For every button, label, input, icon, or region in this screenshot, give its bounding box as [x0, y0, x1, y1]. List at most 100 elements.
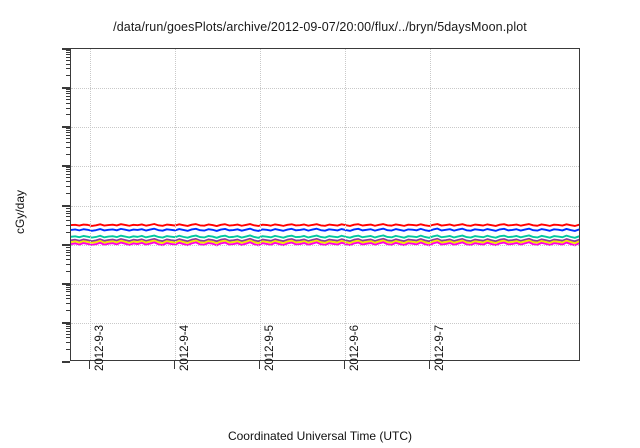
y-axis-minor-tick [66, 259, 70, 261]
gridline-vertical [429, 49, 431, 360]
y-axis-minor-tick [66, 75, 70, 77]
y-axis-minor-tick [66, 216, 70, 218]
chart-title: /data/run/goesPlots/archive/2012-09-07/2… [113, 20, 527, 34]
y-axis-minor-tick [66, 224, 70, 226]
y-axis-minor-tick [66, 231, 70, 233]
y-axis-minor-tick [66, 141, 70, 143]
y-axis-minor-tick [66, 174, 70, 176]
gridline-vertical [89, 49, 91, 360]
gridline-horizontal [71, 244, 579, 246]
y-axis-tick [62, 165, 70, 168]
y-axis-minor-tick [66, 349, 70, 351]
y-axis-minor-tick [66, 153, 70, 155]
y-axis-minor-tick [66, 114, 70, 116]
y-axis-minor-tick [66, 90, 70, 92]
y-axis-minor-tick [66, 132, 70, 134]
y-axis-tick [62, 87, 70, 90]
y-axis-minor-tick [66, 270, 70, 272]
y-axis-minor-tick [66, 88, 70, 90]
y-axis-minor-tick [66, 310, 70, 312]
gridline-horizontal [71, 166, 579, 168]
y-axis-minor-tick [66, 63, 70, 65]
y-axis-minor-tick [66, 59, 70, 61]
y-axis-minor-tick [66, 323, 70, 325]
y-axis-minor-tick [66, 284, 70, 286]
x-axis-tick-label: 2012-9-6 [348, 324, 361, 371]
y-axis-minor-tick [66, 138, 70, 140]
y-axis-tick [62, 282, 70, 285]
trace-cyan [71, 235, 579, 237]
x-axis-tick [88, 361, 90, 369]
y-axis-minor-tick [66, 298, 70, 300]
y-axis-minor-tick [66, 167, 70, 169]
y-axis-minor-tick [66, 102, 70, 104]
y-axis-tick [62, 126, 70, 129]
y-axis-minor-tick [66, 98, 70, 100]
y-axis-minor-tick [66, 93, 70, 95]
trace-purple [71, 239, 579, 241]
y-axis-minor-tick [66, 288, 70, 290]
y-axis-minor-tick [66, 245, 70, 247]
y-axis-minor-tick [66, 128, 70, 130]
y-axis-minor-tick [66, 220, 70, 222]
trace-yellow [71, 240, 579, 243]
y-axis-minor-tick [66, 291, 70, 293]
gridline-horizontal [71, 205, 579, 207]
y-axis-minor-tick [66, 134, 70, 136]
x-axis-title: Coordinated Universal Time (UTC) [227, 429, 413, 443]
x-axis-tick-label: 2012-9-3 [93, 324, 106, 371]
trace-blue [71, 229, 579, 231]
y-axis-minor-tick [66, 294, 70, 296]
y-axis-minor-tick [66, 327, 70, 329]
y-axis-minor-tick [66, 169, 70, 171]
x-axis-tick-label: 2012-9-4 [178, 324, 191, 371]
y-axis-minor-tick [66, 95, 70, 97]
y-axis-minor-tick [66, 68, 70, 70]
gridline-horizontal [71, 322, 579, 324]
y-axis-minor-tick [66, 54, 70, 56]
trace-red [71, 224, 579, 226]
y-axis-tick [62, 321, 70, 324]
y-axis-minor-tick [66, 49, 70, 51]
y-axis-minor-tick [66, 342, 70, 344]
y-axis-minor-tick [66, 180, 70, 182]
y-axis-minor-tick [66, 255, 70, 257]
x-axis-tick-label: 2012-9-7 [433, 324, 446, 371]
y-axis-minor-tick [66, 247, 70, 249]
y-axis-tick [62, 204, 70, 207]
y-axis-minor-tick [66, 177, 70, 179]
x-axis-tick [428, 361, 430, 369]
gridline-horizontal [71, 127, 579, 129]
gridline-vertical [259, 49, 261, 360]
x-axis-tick [173, 361, 175, 369]
data-series-layer [71, 49, 579, 360]
y-axis-title: cGy/day [13, 190, 27, 235]
y-axis-minor-tick [66, 333, 70, 335]
x-axis-tick [258, 361, 260, 369]
y-axis-minor-tick [66, 213, 70, 215]
x-axis-tick-label: 2012-9-5 [263, 324, 276, 371]
gridline-vertical [174, 49, 176, 360]
y-axis-minor-tick [66, 330, 70, 332]
y-axis-minor-tick [66, 171, 70, 173]
y-axis-minor-tick [66, 208, 70, 210]
y-axis-minor-tick [66, 192, 70, 194]
y-axis-minor-tick [66, 130, 70, 132]
y-axis-minor-tick [66, 56, 70, 58]
y-axis-minor-tick [66, 206, 70, 208]
plot-area [70, 48, 580, 361]
x-axis-tick [343, 361, 345, 369]
y-axis-minor-tick [66, 252, 70, 254]
y-axis-minor-tick [66, 107, 70, 109]
y-axis-minor-tick [66, 337, 70, 339]
gridline-horizontal [71, 88, 579, 90]
y-axis-minor-tick [66, 249, 70, 251]
y-axis-minor-tick [66, 325, 70, 327]
y-axis-minor-tick [66, 303, 70, 305]
y-axis-minor-tick [66, 185, 70, 187]
y-axis-minor-tick [66, 210, 70, 212]
y-axis-minor-tick [66, 51, 70, 53]
y-axis-minor-tick [66, 264, 70, 266]
gridline-horizontal [71, 283, 579, 285]
